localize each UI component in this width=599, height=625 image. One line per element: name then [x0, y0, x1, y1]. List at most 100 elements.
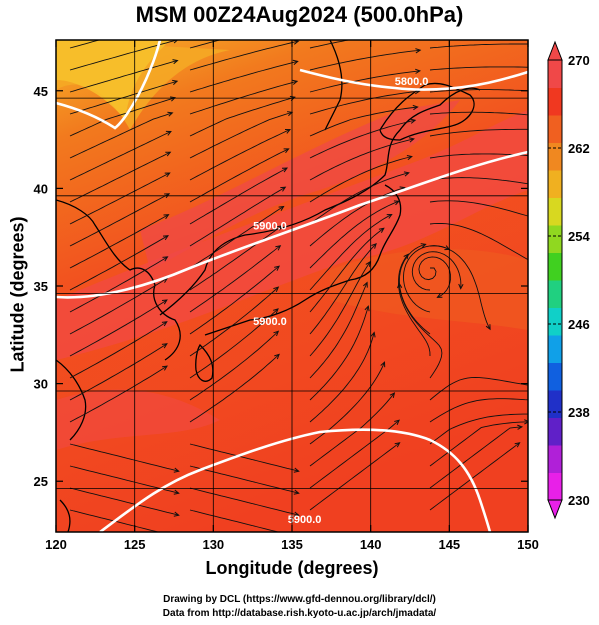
streamline — [429, 43, 528, 49]
streamline-arrow — [173, 467, 180, 473]
streamline — [189, 330, 279, 401]
colorbar-segment — [548, 417, 562, 446]
colorbar-min-arrow — [547, 499, 563, 520]
streamline — [309, 392, 395, 467]
streamline-arrow — [293, 467, 300, 473]
streamline-arrow — [537, 127, 542, 131]
streamline-arrow — [283, 148, 290, 154]
streamline — [309, 442, 400, 511]
colorbar-tick-label: 230 — [568, 493, 590, 508]
streamline-arrow — [274, 265, 280, 271]
streamline-arrow — [415, 68, 422, 74]
colorbar-tick-label: 254 — [568, 229, 590, 244]
streamline — [189, 509, 280, 532]
streamline — [429, 421, 528, 467]
streamline — [429, 222, 528, 261]
streamline — [189, 443, 299, 472]
streamline — [398, 254, 431, 357]
streamline-arrow — [162, 235, 169, 241]
streamline-arrow — [280, 186, 287, 192]
streamline — [429, 153, 528, 159]
streamline-arrow — [294, 20, 299, 24]
streamline — [189, 225, 283, 291]
colorbar-tick-label: 262 — [568, 141, 590, 156]
streamline — [69, 193, 170, 247]
streamline-arrow — [403, 253, 409, 260]
colorbar-tick-label: 238 — [568, 405, 590, 420]
streamline — [429, 442, 520, 511]
streamline-arrow — [165, 151, 172, 157]
streamline-arrow — [436, 293, 443, 298]
streamline-arrow — [173, 489, 180, 495]
streamline-arrow — [394, 442, 401, 448]
streamline-arrow — [389, 392, 396, 399]
streamline — [429, 66, 528, 71]
streamline — [411, 251, 462, 291]
x-tick-label: 125 — [124, 537, 146, 552]
streamline-arrow — [362, 281, 368, 288]
streamline-arrow — [173, 18, 178, 22]
x-tick-label: 145 — [438, 537, 460, 552]
streamline-arrow — [275, 245, 282, 251]
streamline — [69, 80, 178, 115]
streamline — [429, 128, 528, 137]
streamline-arrow — [537, 154, 542, 158]
streamline — [309, 187, 405, 247]
streamline — [309, 306, 369, 401]
streamline — [189, 129, 291, 181]
streamline — [309, 261, 371, 357]
streamline-arrow — [537, 114, 542, 118]
streamline-arrow — [161, 299, 168, 305]
wind-streamlines — [69, 18, 542, 532]
streamline-arrow — [292, 79, 299, 85]
streamline-arrow — [165, 130, 172, 136]
streamline — [69, 112, 173, 159]
colorbar-segment — [548, 445, 562, 473]
streamline — [189, 148, 289, 203]
streamline-arrow — [173, 40, 179, 44]
streamline-arrow — [164, 172, 171, 178]
streamline-arrow — [163, 214, 170, 220]
streamline — [189, 96, 295, 137]
streamline — [429, 426, 522, 489]
colorbar-segment — [548, 362, 562, 391]
streamline-arrow — [370, 331, 376, 338]
streamline-arrow — [172, 59, 179, 65]
streamline — [429, 377, 528, 401]
y-tick-label: 35 — [34, 279, 48, 294]
streamline-arrow — [532, 398, 537, 402]
axis-ticks: 120 125 130 135 140 145 150 25 30 35 40 45 — [34, 40, 539, 552]
streamline-arrow — [365, 260, 371, 267]
streamline — [309, 214, 392, 291]
streamline-arrow — [403, 171, 410, 177]
streamline-arrow — [273, 286, 280, 292]
streamline-arrow — [412, 104, 419, 111]
streamline — [189, 354, 280, 423]
coastlines — [56, 40, 481, 532]
streamline — [189, 308, 279, 379]
streamline — [69, 443, 179, 472]
streamline-arrow — [410, 118, 417, 124]
streamline — [189, 265, 280, 335]
contour-label: 5900.0 — [253, 316, 287, 328]
streamline — [309, 90, 420, 115]
streamline — [309, 243, 377, 335]
streamline-arrow — [167, 111, 174, 117]
colorbar-segment — [548, 390, 562, 418]
colorbar-tick-label: 270 — [568, 53, 590, 68]
x-axis-label: Longitude (degrees) — [205, 558, 379, 578]
streamline — [189, 60, 298, 93]
contour-labels: 5900.0 5900.0 5900.0 5800.0 — [253, 76, 428, 526]
streamline — [69, 509, 160, 532]
streamline — [429, 398, 528, 423]
colorbar-segment — [548, 280, 562, 308]
streamline — [309, 138, 414, 181]
x-tick-label: 140 — [360, 537, 382, 552]
colorbar-max-arrow — [547, 40, 563, 61]
streamline — [429, 177, 528, 185]
chart-title: MSM 00Z24Aug2024 (500.0hPa) — [135, 2, 464, 27]
streamline-arrow — [458, 283, 464, 290]
streamline-arrow — [276, 225, 283, 231]
colorbar-segment — [548, 197, 562, 226]
streamline-arrow — [164, 193, 171, 199]
